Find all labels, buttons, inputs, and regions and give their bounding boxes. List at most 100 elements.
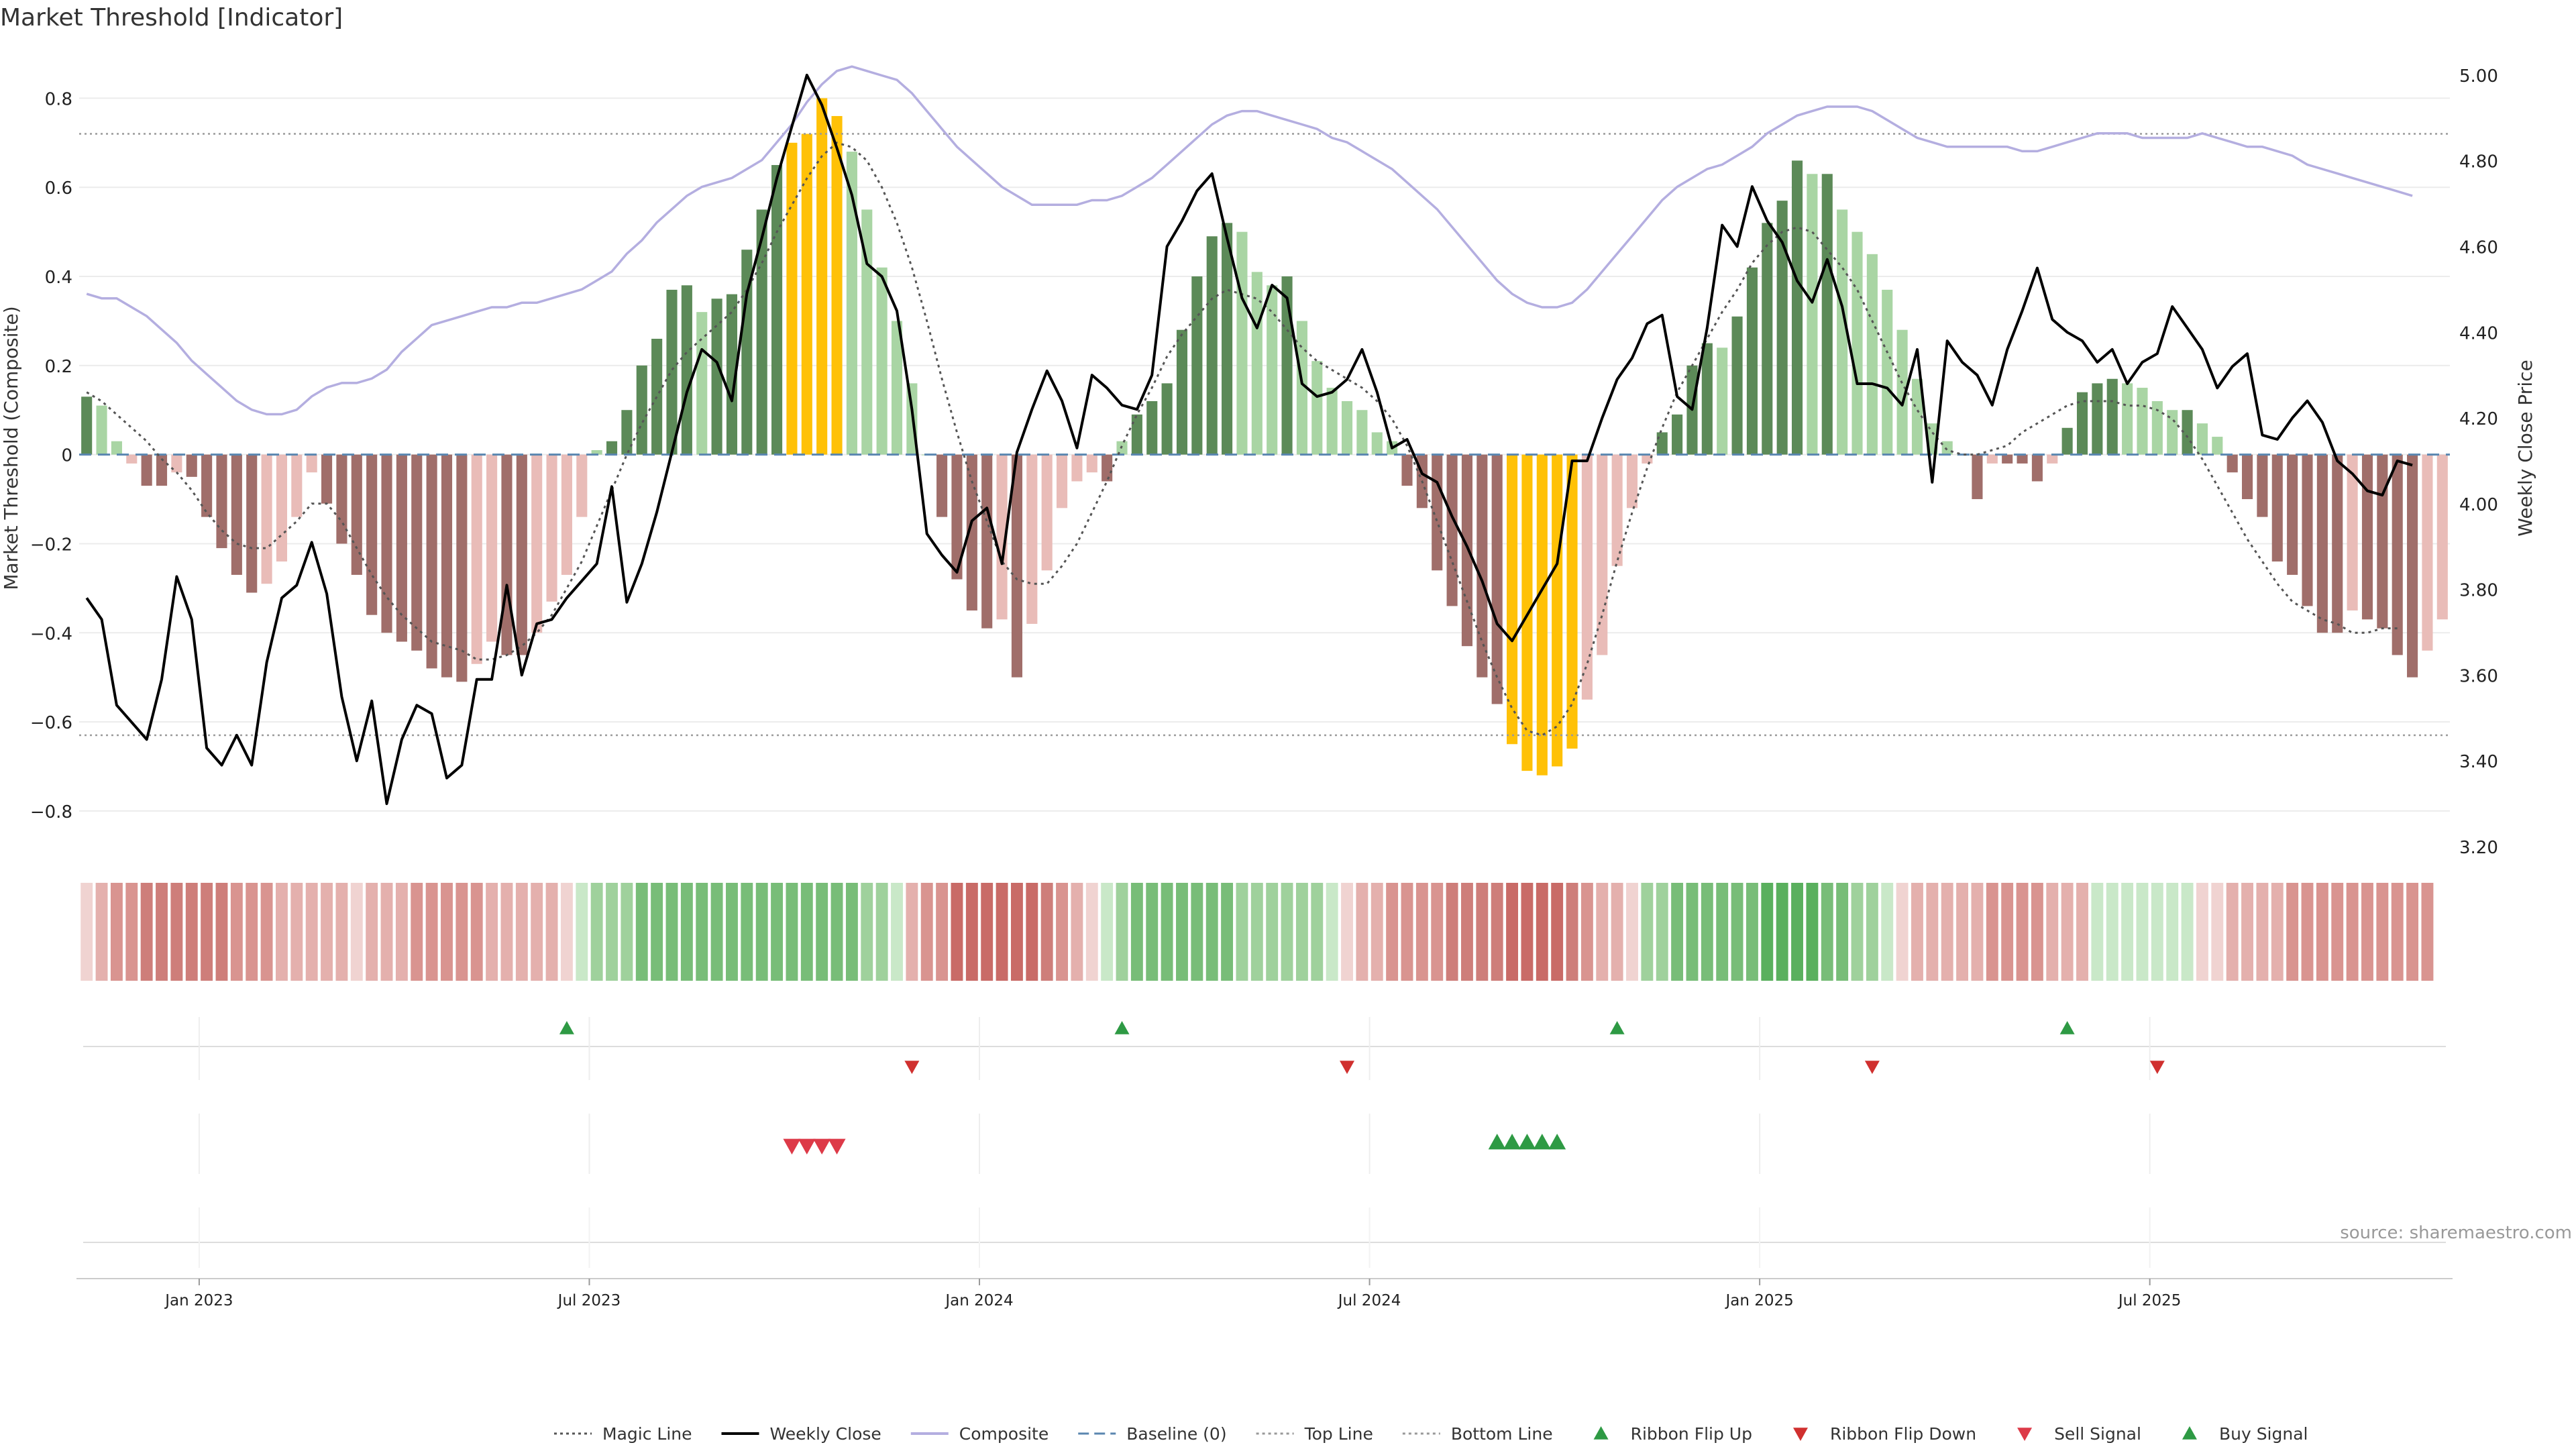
ribbon-cell [2016,883,2029,981]
ribbon-cell [350,883,363,981]
composite-bar [681,285,692,455]
ribbon-cell [1010,883,1023,981]
composite-bar [231,454,242,575]
ribbon-cell [170,883,183,981]
composite-bar [1102,454,1113,482]
ribbon-cell [1085,883,1098,981]
composite-bar [201,454,213,517]
y2-tick-label: 4.20 [2459,409,2498,429]
ribbon-cell [680,883,693,981]
composite-bar [2332,454,2343,633]
composite-bar [2137,388,2148,455]
ribbon-cell [1641,883,1654,981]
composite-bar [1597,454,1608,655]
composite-bar [2347,454,2358,611]
ribbon-cell [2376,883,2389,981]
composite-bar [2076,392,2088,455]
y2-tick-label: 4.60 [2459,238,2498,258]
ribbon-cell [110,883,123,981]
ribbon-cell [1295,883,1308,981]
ribbon-cell [1536,883,1548,981]
ribbon-cell [2241,883,2253,981]
composite-bar [1267,285,1278,455]
composite-bar [276,454,288,562]
composite-bar [2122,383,2133,455]
x-tick-label: Jan 2024 [944,1292,1013,1309]
buy-signal-marker [1518,1134,1536,1150]
composite-bar [1086,454,1097,473]
composite-bar [2092,383,2103,455]
ribbon-cell [95,883,108,981]
composite-bar [936,454,948,517]
ribbon-cell [1866,883,1878,981]
ribbon-flip-down-marker [904,1061,920,1074]
ribbon-cell [1415,883,1428,981]
composite-bar [561,454,572,575]
composite-bar [1341,400,1353,455]
legend-item: Baseline (0) [1078,1424,1227,1444]
composite-bar [876,267,888,455]
composite-bar [366,454,378,615]
composite-bar [981,454,993,629]
legend-label: Baseline (0) [1126,1424,1226,1444]
ribbon-cell [1311,883,1324,981]
composite-bar [891,321,903,455]
composite-bar [1717,347,1728,455]
ribbon-cell [500,883,513,981]
composite-bar [2257,454,2268,517]
ribbon-cell [1491,883,1503,981]
y2-tick-label: 4.00 [2459,495,2498,515]
composite-bar [351,454,362,575]
composite-bar [546,454,557,602]
ribbon-cell [2301,883,2314,981]
composite-bar [426,454,437,669]
ribbon-cell [2076,883,2088,981]
composite-bar [1972,454,1983,500]
ribbon-cell [2211,883,2224,981]
composite-bar [576,454,588,517]
ribbon-cell [201,883,213,981]
composite-bar [726,294,738,455]
composite-bar [996,454,1008,620]
composite-bar [2002,454,2013,464]
ribbon-cell [1401,883,1413,981]
ribbon-cell [996,883,1008,981]
legend-swatch [1792,1428,1808,1441]
composite-bar [171,454,182,473]
composite-bar [501,454,513,655]
composite-bar [1371,432,1383,455]
y-tick-label: −0.6 [30,713,72,733]
composite-bar [771,165,783,455]
composite-bar [1731,316,1743,455]
ribbon-cell [621,883,633,981]
legend-label: Bottom Line [1451,1424,1553,1444]
ribbon-cell [891,883,903,981]
composite-bar [1296,321,1307,455]
composite-bar [2361,454,2373,620]
ribbon-cell [2286,883,2299,981]
legend-label: Weekly Close [770,1424,881,1444]
sell-signal-marker [813,1138,831,1155]
sell-signal-marker [828,1138,846,1155]
composite-bar [786,142,798,455]
y2-tick-label: 5.00 [2459,66,2498,87]
composite-bar [1701,343,1713,455]
composite-bar [1536,454,1548,775]
composite-line [86,65,2413,416]
ribbon-cell [845,883,858,981]
composite-bar [2302,454,2313,606]
legend-item: Bottom Line [1402,1424,1553,1444]
composite-bar [1446,454,1458,606]
ribbon-cell [531,883,543,981]
ribbon-cell [1851,883,1864,981]
composite-bar [456,454,468,682]
ribbon-cell [1341,883,1353,981]
ribbon-cell [140,883,153,981]
ribbon-cell [1701,883,1713,981]
ribbon-cell [696,883,708,981]
composite-bar [246,454,258,593]
composite-bar [126,454,138,464]
ribbon-cell [2136,883,2149,981]
composite-bar [141,454,152,486]
